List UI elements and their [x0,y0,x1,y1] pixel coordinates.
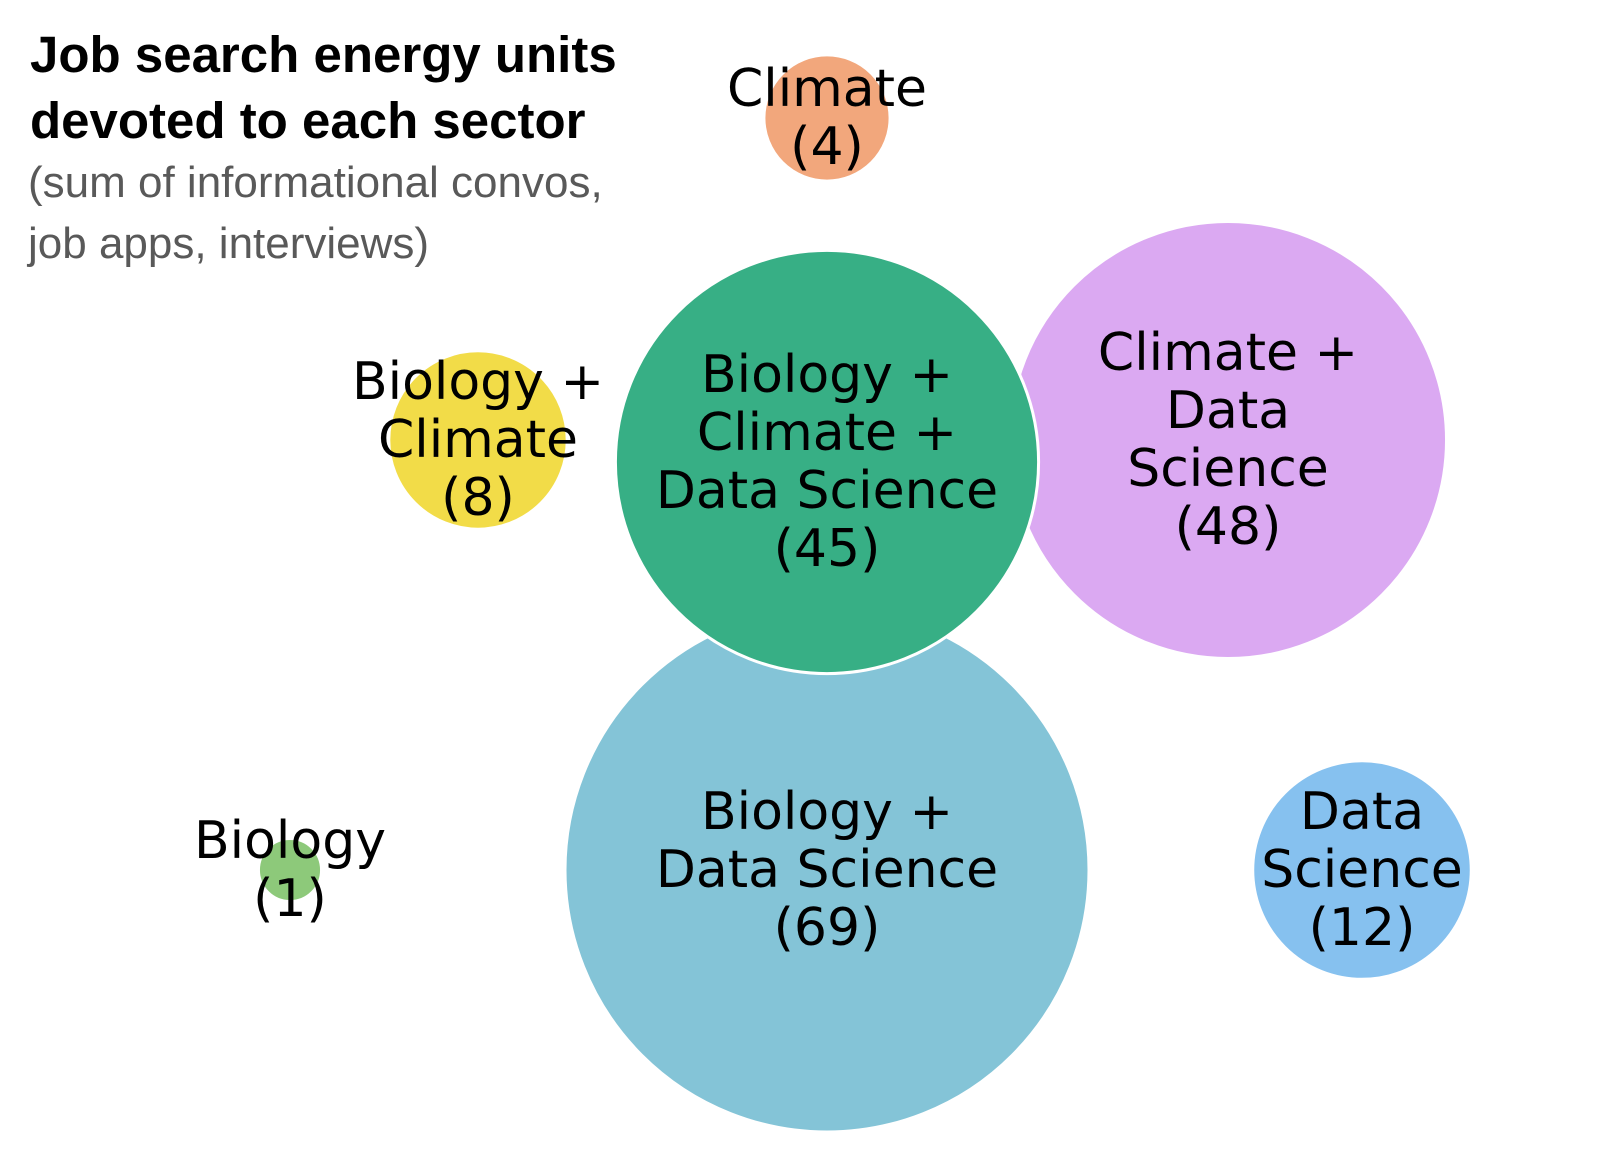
chart-subtitle: (sum of informational convos, job apps, … [28,152,603,274]
bubble-label-biology-climate-data-science-line-3: Data Science [656,461,998,521]
bubble-label-data-science-line-1: Data [1300,782,1424,842]
bubble-label-biology-data-science-line-2: Data Science [656,840,998,900]
bubble-circle-biology-climate-data-science [613,248,1041,676]
bubble-label-climate-line-1: Climate [727,59,927,119]
bubble-label-biology-climate-data-science-line-4: (45) [774,519,881,579]
bubble-biology: Biology(1) [194,811,386,929]
bubble-climate: Climate(4) [727,53,927,183]
bubble-label-biology-climate-data-science-line-2: Climate + [697,403,957,463]
chart-title: Job search energy units devoted to each … [30,22,617,154]
bubble-label-climate-data-science-line-4: (48) [1175,497,1282,557]
bubble-label-biology-climate-data-science-line-1: Biology + [701,345,953,405]
bubble-label-climate-data-science-line-1: Climate + [1098,323,1358,383]
chart-title-line-2: devoted to each sector [30,92,586,149]
chart-title-line-1: Job search energy units [30,26,617,83]
bubble-label-biology-data-science-line-1: Biology + [701,782,953,842]
bubble-label-biology-climate-line-3: (8) [441,468,515,528]
bubble-biology-climate-data-science: Biology +Climate +Data Science(45) [613,248,1041,676]
bubble-label-biology-line-1: Biology [194,811,386,871]
bubble-label-climate-data-science-line-3: Science [1127,439,1329,499]
bubble-label-biology-data-science-line-3: (69) [774,898,881,958]
bubble-label-climate-line-2: (4) [790,117,864,177]
chart-subtitle-line-2: job apps, interviews) [28,219,430,268]
bubble-label-data-science-line-3: (12) [1309,898,1416,958]
bubble-biology-climate: Biology +Climate(8) [352,349,604,531]
bubble-label-biology-line-2: (1) [253,869,327,929]
chart-subtitle-line-1: (sum of informational convos, [28,158,603,207]
bubble-label-climate-data-science-line-2: Data [1166,381,1290,441]
bubble-label-biology-climate-line-2: Climate [378,410,578,470]
bubble-label-data-science-line-2: Science [1261,840,1463,900]
bubble-label-biology-climate-line-1: Biology + [352,352,604,412]
bubble-circle-biology-climate [387,349,569,531]
bubble-circle-climate [762,53,892,183]
bubble-circle-data-science [1251,759,1473,981]
bubble-circle-biology [256,836,324,904]
bubble-biology-data-science: Biology +Data Science(69) [563,606,1091,1134]
